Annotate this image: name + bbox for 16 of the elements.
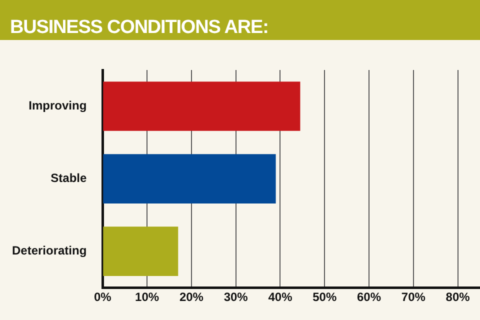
x-tick-label: 0% — [94, 290, 112, 304]
x-tick-label: 30% — [224, 290, 248, 304]
y-tick-label: Deteriorating — [12, 244, 87, 258]
chart-title: BUSINESS CONDITIONS ARE: — [10, 17, 268, 38]
x-tick-label: 20% — [179, 290, 204, 304]
x-tick-label: 10% — [135, 290, 160, 304]
bar — [103, 154, 276, 204]
x-tick-label: 70% — [401, 290, 426, 304]
y-tick-label: Stable — [50, 171, 87, 186]
bar — [103, 82, 300, 131]
x-tick-label: 80% — [446, 290, 470, 304]
bar — [103, 226, 178, 276]
x-tick-label: 60% — [357, 290, 382, 304]
x-tick-label: 40% — [268, 290, 293, 304]
y-tick-label: Improving — [28, 98, 87, 113]
x-tick-label: 50% — [312, 290, 337, 304]
